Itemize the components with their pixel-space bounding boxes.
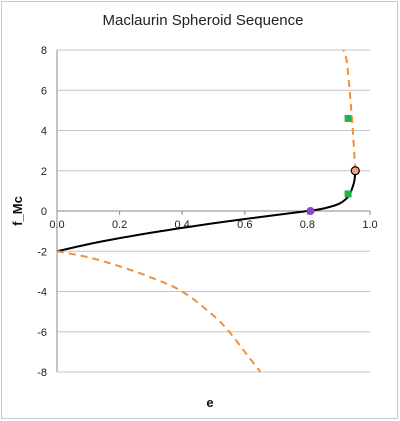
x-axis-label: e xyxy=(206,395,213,410)
axes xyxy=(56,50,371,372)
y-tick-label: -2 xyxy=(37,246,47,258)
y-tick-label: 6 xyxy=(41,85,47,97)
x-tick-label: 0.8 xyxy=(300,219,315,231)
x-tick-label: 0.0 xyxy=(49,219,64,231)
chart-title: Maclaurin Spheroid Sequence xyxy=(103,12,304,29)
y-tick-label: 8 xyxy=(41,45,47,57)
y-tick-label: 2 xyxy=(41,166,47,178)
x-tick-label: 0.2 xyxy=(112,219,127,231)
data-markers xyxy=(306,114,360,215)
square-marker xyxy=(344,114,352,122)
dashed-series-line xyxy=(342,49,357,171)
grid-lines xyxy=(57,49,370,373)
y-tick-label: -4 xyxy=(37,287,47,299)
square-marker xyxy=(344,190,352,198)
x-tick-label: 1.0 xyxy=(362,219,377,231)
x-tick-label: 0.6 xyxy=(237,219,252,231)
y-tick-label: 0 xyxy=(41,206,47,218)
dashed-series-line xyxy=(56,250,262,373)
y-tick-label: -8 xyxy=(37,367,47,379)
y-tick-label: 4 xyxy=(41,126,47,138)
y-tick-label: -6 xyxy=(37,327,47,339)
circle-marker xyxy=(350,166,360,176)
circle-marker xyxy=(306,207,315,215)
y-axis-label: f_Mc xyxy=(10,196,25,226)
